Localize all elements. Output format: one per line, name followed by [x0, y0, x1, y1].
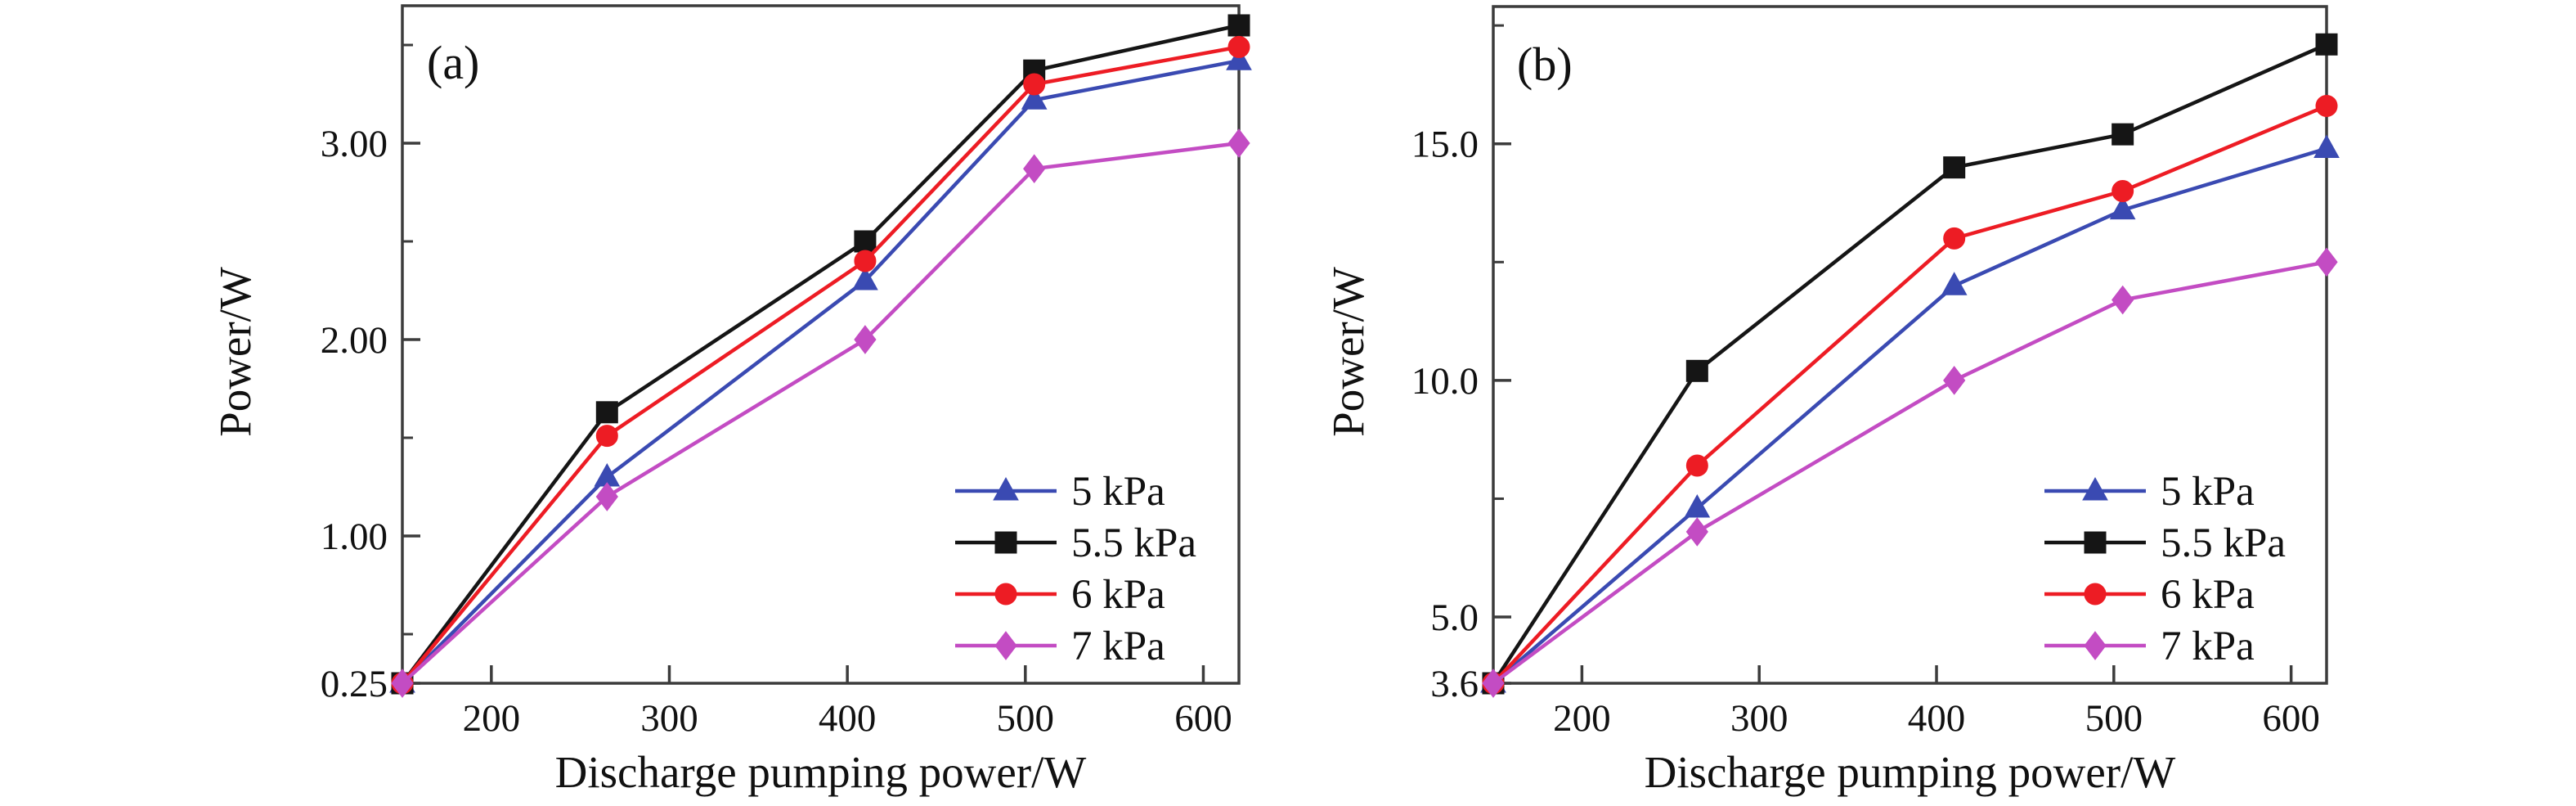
- data-point-square-marker: [595, 401, 618, 424]
- data-point-square-marker: [1227, 14, 1250, 37]
- plot-frame: [401, 4, 1241, 685]
- data-point-square-marker: [2112, 123, 2134, 146]
- data-point-triangle-marker: [1941, 272, 1968, 295]
- x-tick-label-0: 200: [1553, 697, 1611, 740]
- data-point-circle-marker: [1943, 227, 1966, 250]
- legend-triangle-marker: [2082, 476, 2108, 501]
- legend-label-2: 6 kPa: [1071, 572, 1165, 618]
- data-point-circle-marker: [854, 250, 877, 272]
- data-point-diamond-marker: [595, 482, 618, 511]
- x-tick-label-2: 400: [819, 697, 877, 740]
- legend-label-0: 5 kPa: [2161, 469, 2255, 515]
- data-point-square-marker: [854, 230, 877, 253]
- x-tick-label-2: 400: [1908, 697, 1966, 740]
- data-point-diamond-marker: [1023, 154, 1046, 184]
- x-tick-label-4: 600: [2262, 697, 2320, 740]
- data-point-diamond-marker: [854, 325, 877, 354]
- y-tick-label-2: 2.00: [321, 319, 388, 362]
- legend-label-0: 5 kPa: [1071, 469, 1165, 515]
- y-tick-label-1: 5.0: [1430, 597, 1479, 639]
- y-tick-label-0: 0.25: [321, 663, 388, 705]
- y-tick-label-3: 15.0: [1411, 124, 1479, 166]
- data-point-diamond-marker: [1943, 366, 1966, 395]
- data-point-triangle-marker: [1226, 47, 1252, 70]
- data-point-square-marker: [2315, 33, 2338, 56]
- data-point-circle-marker: [1227, 35, 1250, 58]
- data-point-diamond-marker: [2315, 247, 2338, 277]
- legend-diamond-marker: [994, 631, 1017, 660]
- panel-label: (b): [1517, 38, 1573, 91]
- x-tick-label-0: 200: [463, 697, 521, 740]
- legend-circle-marker: [2084, 583, 2107, 606]
- x-tick-label-1: 300: [1730, 697, 1788, 740]
- data-point-triangle-marker: [1684, 493, 1711, 518]
- legend-label-3: 7 kPa: [2161, 624, 2255, 669]
- data-point-circle-marker: [2112, 180, 2134, 203]
- data-point-triangle-marker: [1021, 86, 1048, 110]
- x-tick-label-3: 500: [2085, 697, 2143, 740]
- data-point-diamond-marker: [1685, 517, 1708, 547]
- data-point-circle-marker: [2315, 94, 2338, 117]
- data-point-diamond-marker: [391, 669, 414, 698]
- data-point-square-marker: [1943, 156, 1966, 179]
- data-point-circle-marker: [1023, 73, 1046, 96]
- y-tick-label-0: 3.6: [1430, 663, 1479, 705]
- legend-label-2: 6 kPa: [2161, 572, 2255, 618]
- y-axis-title: Power/W: [1323, 267, 1373, 437]
- x-tick-label-3: 500: [997, 697, 1055, 740]
- y-axis-title: Power/W: [210, 267, 260, 437]
- data-point-diamond-marker: [1482, 669, 1505, 698]
- x-axis-title: Discharge pumping power/W: [555, 747, 1087, 797]
- legend-square-marker: [2084, 531, 2107, 554]
- chart-panel-a: 0.25 1.00 2.00 3.00 200 300 400 500 600 5 kPa 5.5 …: [210, 4, 1252, 797]
- x-tick-label-1: 300: [640, 697, 698, 740]
- legend-label-3: 7 kPa: [1071, 624, 1165, 669]
- y-tick-label-3: 3.00: [321, 123, 388, 165]
- plot-frame: [1492, 5, 2328, 685]
- y-tick-label-1: 1.00: [321, 516, 388, 558]
- data-point-triangle-marker: [852, 266, 878, 290]
- legend-label-1: 5.5 kPa: [2161, 520, 2286, 566]
- y-tick-label-2: 10.0: [1411, 360, 1479, 403]
- x-tick-label-4: 600: [1174, 697, 1232, 740]
- legend-triangle-marker: [993, 476, 1019, 501]
- data-point-diamond-marker: [1227, 128, 1250, 158]
- data-point-square-marker: [1685, 359, 1708, 382]
- data-point-circle-marker: [1685, 454, 1708, 477]
- legend-label-1: 5.5 kPa: [1071, 520, 1196, 566]
- x-axis-title: Discharge pumping power/W: [1645, 747, 2176, 797]
- data-point-triangle-marker: [2109, 196, 2136, 220]
- legend-square-marker: [994, 531, 1017, 554]
- legend-diamond-marker: [2084, 631, 2107, 660]
- data-point-triangle-marker: [2313, 134, 2340, 158]
- panel-label: (a): [427, 36, 479, 89]
- chart-panel-b: 3.6 5.0 10.0 15.0 200 300 400 500 600 5 kPa 5.5 kP…: [1323, 5, 2340, 797]
- data-point-diamond-marker: [2112, 285, 2134, 315]
- legend-circle-marker: [994, 583, 1017, 606]
- data-point-circle-marker: [595, 425, 618, 448]
